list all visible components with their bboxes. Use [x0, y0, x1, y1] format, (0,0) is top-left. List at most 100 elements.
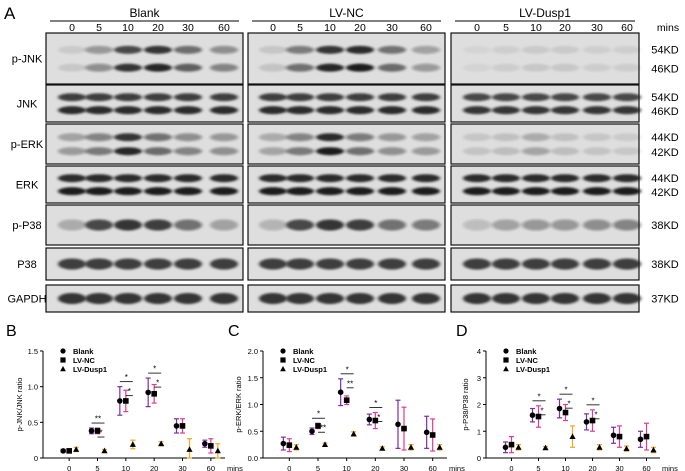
data-point-square: [616, 433, 623, 440]
blot-row-label: p-P38: [12, 220, 41, 232]
lane-label: 5: [96, 22, 102, 34]
blot-band: [210, 93, 238, 102]
blot-band: [174, 174, 202, 183]
blot-band: [114, 93, 142, 102]
blot-band: [210, 293, 238, 304]
blot-band: [583, 174, 611, 183]
x-tick-label: 0: [509, 464, 513, 471]
significance-mark: *: [377, 413, 380, 422]
x-tick-label: 0: [287, 464, 291, 471]
blot-band: [58, 219, 86, 231]
blot-strip: [247, 84, 446, 123]
blot-band: [259, 133, 287, 142]
blot-band: [58, 93, 86, 102]
blot-band: [259, 106, 287, 115]
blot-band: [346, 147, 374, 156]
x-tick-label: 30: [400, 464, 408, 471]
blot-band: [412, 174, 440, 183]
x-tick-label: 0: [67, 464, 71, 471]
significance-mark: *: [317, 410, 320, 419]
blot-band: [583, 106, 611, 115]
blot-band: [316, 106, 344, 115]
panel-letter: B: [6, 323, 17, 340]
data-point-circle: [556, 405, 563, 412]
data-point-triangle: [214, 447, 221, 454]
blot-band: [492, 63, 520, 72]
blot-band: [551, 293, 579, 304]
y-tick-label: 2: [477, 401, 481, 410]
blot-band: [522, 147, 550, 156]
blot-band: [613, 174, 641, 183]
y-axis-label: p-ERK/ERK ratio: [234, 376, 243, 432]
significance-mark: *: [540, 406, 543, 415]
blot-band: [58, 187, 86, 196]
blot-band: [378, 258, 406, 270]
data-point-square: [535, 413, 542, 420]
blot-band: [259, 293, 287, 304]
significance-mark: *: [594, 410, 597, 419]
data-point-triangle: [542, 444, 549, 451]
blot-band: [346, 174, 374, 183]
blot-band: [85, 293, 113, 304]
panel-d-chart: D 0 1 2 3 4 p-P38/P38 ratio 0 5 10 20 30 60 mins Blank…: [456, 323, 678, 471]
blot-band: [412, 45, 440, 54]
blot-band: [492, 45, 520, 54]
blot-band: [210, 174, 238, 183]
band-size-label: 46KD: [651, 106, 679, 118]
blot-band: [316, 293, 344, 304]
blot-band: [58, 293, 86, 304]
x-tick-label: 60: [207, 464, 215, 471]
y-tick-label: 1.0: [28, 383, 38, 392]
blot-row-label: P38: [17, 259, 37, 271]
blot-band: [174, 187, 202, 196]
blot-band: [286, 63, 314, 72]
y-tick-label: 1: [477, 427, 481, 436]
blot-band: [210, 133, 238, 142]
blot-band: [85, 133, 113, 142]
blot-band: [114, 293, 142, 304]
blot-band: [378, 219, 406, 231]
blot-band: [412, 187, 440, 196]
blot-band: [551, 147, 579, 156]
blot-band: [378, 293, 406, 304]
x-tick-label: 60: [428, 464, 436, 471]
blot-band: [583, 147, 611, 156]
significance-mark: *: [567, 400, 570, 409]
blot-band: [144, 293, 172, 304]
blot-row-label: ERK: [16, 180, 39, 192]
data-point-square: [123, 398, 129, 404]
blot-band: [378, 63, 406, 72]
data-point-square: [66, 448, 72, 454]
x-tick-label: 10: [342, 464, 350, 471]
blot-band: [210, 258, 238, 270]
blot-strip: [247, 165, 446, 204]
blot-band: [551, 258, 579, 270]
blot-group-label: LV-NC: [329, 6, 364, 20]
data-point-square: [315, 423, 321, 429]
blot-row-label: p-JNK: [12, 54, 43, 66]
lane-label: 60: [621, 22, 633, 34]
x-tick-label: 20: [588, 464, 596, 471]
blot-band: [259, 45, 287, 54]
blot-band: [522, 258, 550, 270]
blot-band: [210, 219, 238, 231]
data-point-square: [151, 391, 157, 397]
blot-band: [613, 147, 641, 156]
legend-marker-square: [280, 357, 286, 363]
blot-band: [144, 147, 172, 156]
blot-band: [522, 174, 550, 183]
legend-label: LV-Dusp1: [516, 365, 550, 374]
significance-mark: *: [591, 396, 594, 405]
blot-band: [463, 258, 491, 270]
blot-band: [551, 187, 579, 196]
blot-band: [412, 147, 440, 156]
data-point-circle: [337, 389, 344, 395]
blot-band: [58, 133, 86, 142]
blot-band: [463, 219, 491, 231]
x-tick-label: 5: [316, 464, 320, 471]
blot-band: [85, 187, 113, 196]
blot-band: [492, 93, 520, 102]
data-point-square: [643, 433, 650, 440]
blot-band: [613, 93, 641, 102]
